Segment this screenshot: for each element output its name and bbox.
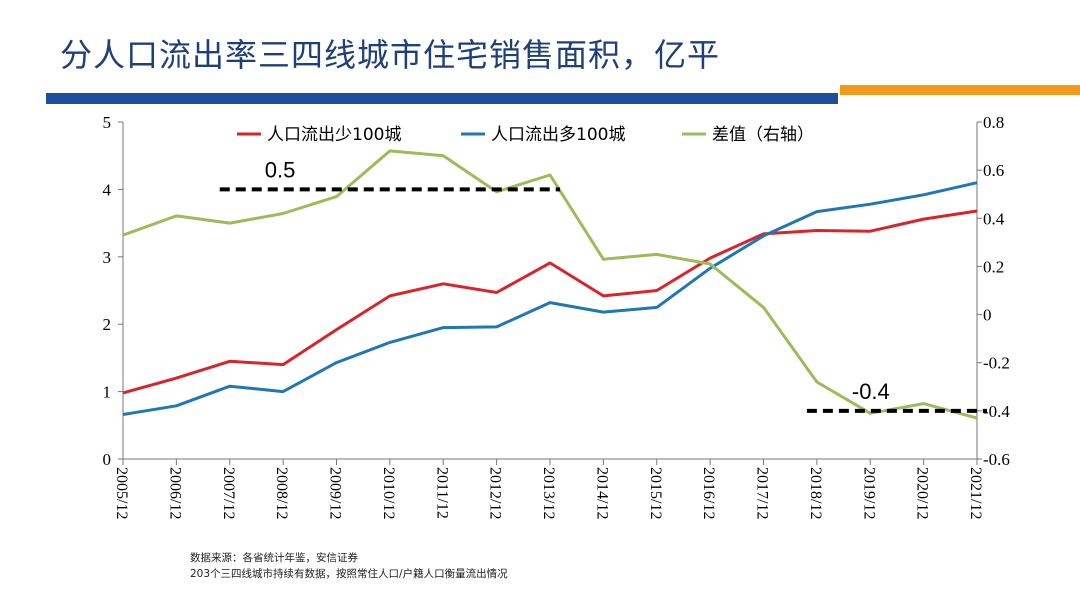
right-tick-label: -0.4 — [983, 402, 1010, 421]
source-line-1: 数据来源：各省统计年鉴，安信证券 — [190, 552, 358, 564]
right-tick-label: -0.2 — [983, 354, 1010, 373]
x-tick-label: 2016/12 — [700, 467, 717, 519]
x-tick-label: 2018/12 — [807, 467, 824, 519]
x-tick-label: 2019/12 — [860, 467, 877, 519]
title-underline-blue — [46, 93, 838, 104]
x-tick-label: 2006/12 — [166, 467, 183, 519]
left-tick-label: 1 — [103, 383, 112, 402]
x-tick-label: 2015/12 — [647, 467, 664, 519]
right-tick-label: 0.4 — [983, 209, 1005, 228]
x-tick-label: 2012/12 — [487, 467, 504, 519]
x-tick-label: 2014/12 — [593, 467, 610, 519]
x-tick-label: 2017/12 — [754, 467, 771, 519]
x-tick-label: 2021/12 — [967, 467, 984, 519]
x-tick-label: 2010/12 — [380, 467, 397, 519]
source-line-2: 203个三四线城市持续有数据，按照常住人口/户籍人口衡量流出情况 — [190, 568, 508, 580]
legend-label-2: 人口流出多100城 — [491, 125, 625, 145]
title-underline-orange — [840, 85, 1080, 95]
x-tick-label: 2011/12 — [433, 467, 450, 519]
x-tick-label: 2005/12 — [113, 467, 130, 519]
right-tick-label: 0.8 — [983, 113, 1004, 132]
reference-label-1: 0.5 — [265, 157, 296, 182]
right-tick-label: 0.6 — [983, 161, 1004, 180]
series-line-2 — [122, 181, 978, 416]
left-tick-label: 4 — [103, 180, 112, 199]
legend-label-1: 人口流出少100城 — [267, 125, 401, 145]
left-tick-label: 5 — [103, 113, 112, 132]
legend-label-3: 差值（右轴） — [712, 125, 814, 145]
source-note: 数据来源：各省统计年鉴，安信证券 203个三四线城市持续有数据，按照常住人口/户… — [190, 550, 508, 582]
x-tick-label: 2009/12 — [327, 467, 344, 519]
right-tick-label: -0.6 — [983, 450, 1010, 469]
page-title: 分人口流出率三四线城市住宅销售面积，亿平 — [60, 36, 721, 74]
left-tick-label: 2 — [103, 315, 112, 334]
x-tick-label: 2020/12 — [914, 467, 931, 519]
x-tick-label: 2008/12 — [273, 467, 290, 519]
series-line-3 — [122, 149, 978, 420]
left-tick-label: 0 — [103, 450, 112, 469]
x-tick-label: 2013/12 — [540, 467, 557, 519]
x-tick-label: 2007/12 — [220, 467, 237, 519]
left-tick-label: 3 — [103, 248, 112, 267]
reference-label-2: -0.4 — [852, 379, 890, 404]
right-tick-label: 0.2 — [983, 257, 1004, 276]
right-tick-label: 0 — [983, 306, 992, 325]
